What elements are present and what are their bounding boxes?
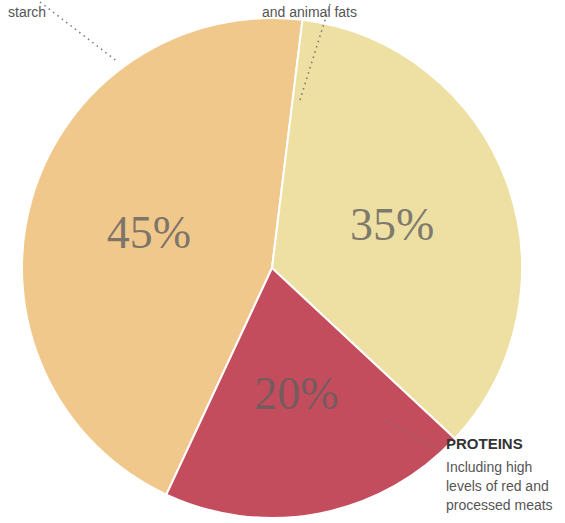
svg-text:Including high: Including high (446, 459, 536, 475)
svg-text:20%: 20% (254, 368, 338, 419)
svg-text:35%: 35% (350, 199, 434, 250)
svg-text:PROTEINS: PROTEINS (446, 435, 523, 452)
svg-text:starch: starch (8, 4, 46, 20)
svg-text:and animal fats: and animal fats (262, 4, 357, 20)
svg-text:processed meats: processed meats (446, 497, 553, 513)
svg-text:45%: 45% (107, 207, 191, 258)
svg-text:levels of red and: levels of red and (446, 478, 553, 494)
